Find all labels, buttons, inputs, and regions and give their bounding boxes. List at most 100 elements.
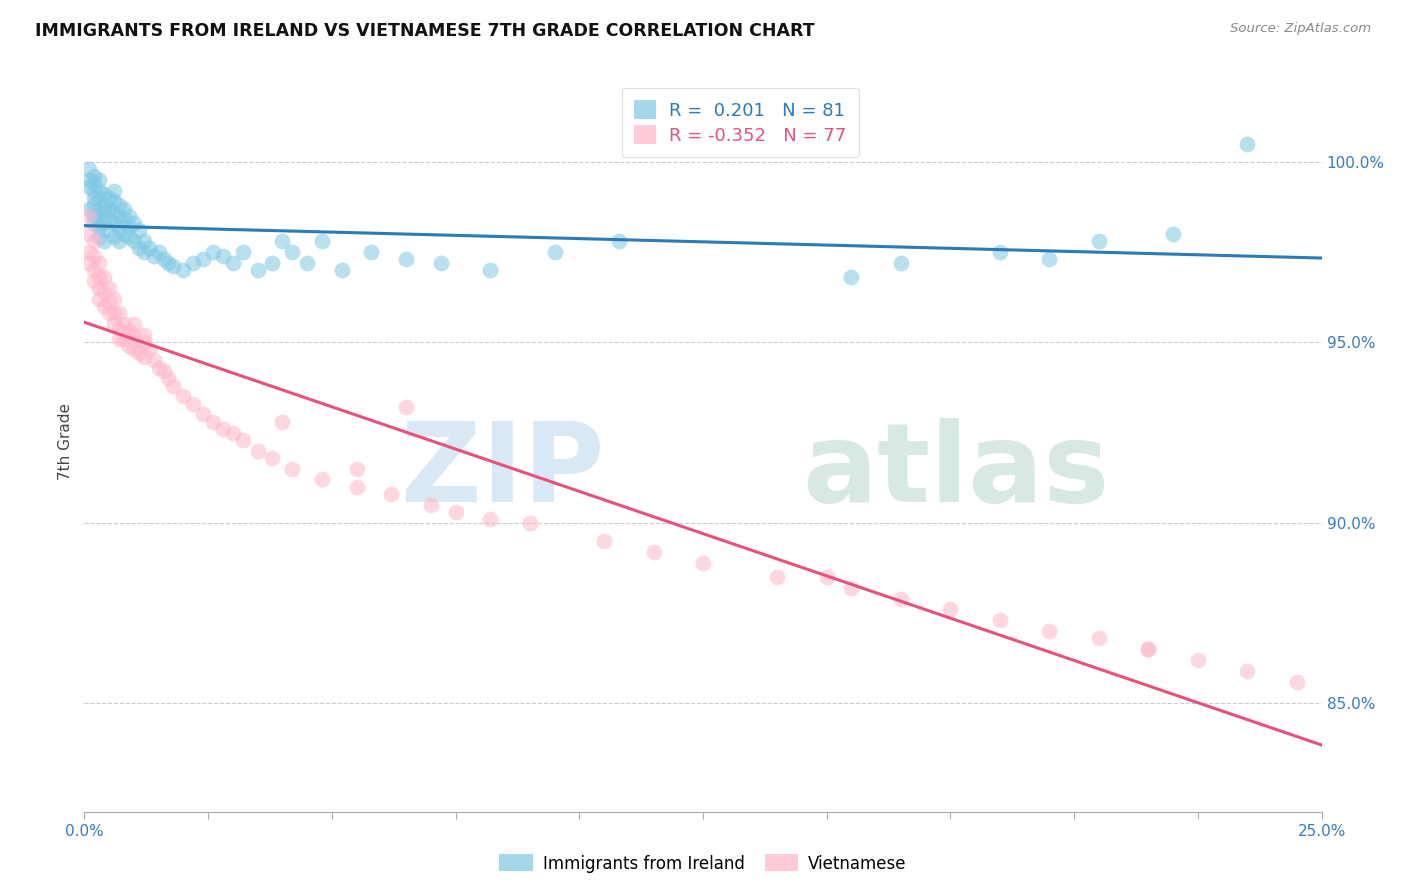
Point (222, 256, 245, 270)
Point (232, 244, 254, 259)
Point (132, 328, 155, 343)
Point (1137, 642, 1160, 657)
Point (246, 263, 269, 277)
Point (89, 184, 111, 198)
Point (429, 256, 451, 270)
Point (479, 512, 502, 526)
Point (1236, 664, 1258, 678)
Point (395, 252, 418, 267)
Point (122, 216, 145, 230)
Point (152, 364, 174, 378)
Point (83, 169, 105, 183)
Point (181, 396, 204, 410)
Point (89, 191, 111, 205)
Point (593, 533, 616, 548)
Point (202, 415, 225, 429)
Point (1137, 642, 1160, 657)
Point (79, 180, 101, 194)
Point (346, 461, 368, 475)
Point (271, 234, 294, 248)
Point (212, 422, 235, 436)
Point (93, 270, 115, 285)
Text: Source: ZipAtlas.com: Source: ZipAtlas.com (1230, 22, 1371, 36)
Point (112, 332, 135, 346)
Point (148, 244, 170, 259)
Point (83, 209, 105, 223)
Point (246, 443, 269, 458)
Point (79, 161, 101, 176)
Point (172, 389, 194, 403)
Point (295, 256, 318, 270)
Point (202, 244, 225, 259)
Point (172, 263, 194, 277)
Point (79, 244, 101, 259)
Point (108, 209, 131, 223)
Point (815, 570, 838, 584)
Point (132, 350, 155, 364)
Point (93, 285, 115, 299)
Point (89, 172, 111, 186)
Point (122, 234, 145, 248)
Point (132, 234, 155, 248)
Point (83, 198, 105, 212)
Point (118, 325, 141, 339)
Point (98, 202, 121, 216)
Point (103, 306, 125, 320)
Point (83, 177, 105, 191)
Point (128, 223, 150, 237)
Point (79, 202, 101, 216)
Point (118, 339, 141, 353)
Point (108, 320, 131, 334)
Point (79, 209, 101, 223)
Point (191, 408, 214, 422)
Point (643, 544, 665, 558)
Point (98, 306, 121, 320)
Point (83, 234, 105, 248)
Point (93, 198, 115, 212)
Point (222, 425, 245, 440)
Point (93, 216, 115, 230)
Point (890, 591, 912, 606)
Point (98, 295, 121, 310)
Point (103, 184, 125, 198)
Point (543, 244, 565, 259)
Legend: R =  0.201   N = 81, R = -0.352   N = 77: R = 0.201 N = 81, R = -0.352 N = 77 (621, 87, 859, 157)
Point (89, 230, 111, 244)
Point (1161, 227, 1184, 241)
Point (93, 187, 115, 202)
Point (108, 198, 131, 212)
Point (122, 328, 145, 343)
Point (212, 248, 235, 262)
Point (83, 191, 105, 205)
Y-axis label: 7th Grade: 7th Grade (58, 403, 73, 480)
Point (83, 216, 105, 230)
Point (89, 292, 111, 306)
Point (118, 230, 141, 244)
Point (138, 343, 160, 357)
Point (607, 234, 630, 248)
Point (142, 248, 165, 262)
Point (330, 263, 353, 277)
Point (841, 270, 863, 285)
Point (98, 191, 121, 205)
Point (108, 234, 131, 248)
Point (419, 498, 441, 512)
Point (142, 353, 165, 368)
Point (98, 223, 121, 237)
Point (281, 461, 304, 475)
Point (271, 415, 294, 429)
Point (1038, 252, 1060, 267)
Point (122, 343, 145, 357)
Point (766, 570, 789, 584)
Point (112, 202, 135, 216)
Point (103, 194, 125, 209)
Point (1088, 234, 1111, 248)
Point (118, 219, 141, 234)
Point (157, 256, 180, 270)
Point (128, 346, 150, 360)
Point (98, 212, 121, 227)
Point (83, 184, 105, 198)
Point (444, 505, 467, 519)
Point (191, 252, 214, 267)
Legend: Immigrants from Ireland, Vietnamese: Immigrants from Ireland, Vietnamese (494, 847, 912, 880)
